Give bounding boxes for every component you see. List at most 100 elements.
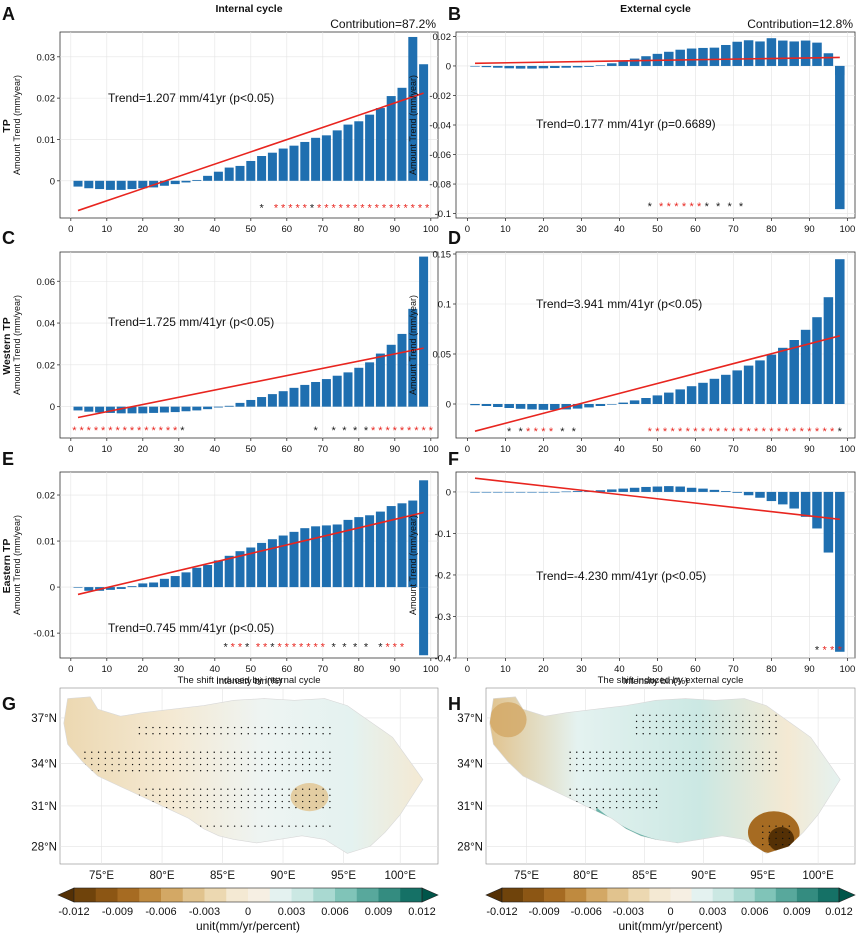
map-panel-g: The shift induced by internal cycle 37°N 3… <box>2 675 439 882</box>
stipple-dot <box>742 751 744 753</box>
stipple-dot <box>281 726 283 729</box>
bar <box>493 491 503 493</box>
contribution-label: Contribution=87.2% <box>330 17 436 31</box>
stipple-dot <box>247 751 249 753</box>
stipple-dot <box>768 751 771 753</box>
x-tick-label: 60 <box>282 664 293 675</box>
bar <box>823 491 834 553</box>
stipple-dot <box>227 770 229 772</box>
bar <box>743 40 754 66</box>
stipple-dot <box>165 757 168 760</box>
stipple-dot <box>261 770 263 772</box>
stipple-dot <box>762 757 764 760</box>
stipple-dot <box>240 763 243 766</box>
stipple-dot <box>728 757 731 760</box>
stipple-dot <box>635 726 638 729</box>
bar <box>84 180 94 189</box>
stipple-dot <box>295 794 297 797</box>
colorbar-swatch <box>586 888 608 902</box>
stipple-dot <box>227 726 229 729</box>
stipple-dot <box>308 770 311 772</box>
stipple-dot <box>609 788 611 790</box>
bar <box>246 160 256 181</box>
stipple-dot <box>308 800 311 803</box>
bar <box>73 406 83 411</box>
significance-star: * <box>708 426 713 438</box>
stipple-dot <box>97 751 100 753</box>
stipple-dot <box>781 843 784 846</box>
significance-star: * <box>659 201 664 213</box>
stipple-dot <box>308 794 311 797</box>
stipple-dot <box>635 714 638 716</box>
stipple-dot <box>669 733 671 735</box>
significance-star: * <box>731 426 736 438</box>
stipple-dot <box>322 794 324 797</box>
stipple-dot <box>227 763 229 766</box>
bar <box>354 517 364 588</box>
stipple-dot <box>735 770 737 772</box>
bar <box>105 406 115 413</box>
stipple-dot <box>615 770 618 772</box>
stipple-dot <box>247 800 249 803</box>
stipple-dot <box>193 800 195 803</box>
bar <box>664 392 674 404</box>
x-tick-label: 0 <box>465 664 470 675</box>
stipple-dot <box>172 726 175 729</box>
bar <box>408 500 418 588</box>
map-title: The shift induced by external cycle <box>598 675 744 686</box>
stipple-dot <box>735 733 737 735</box>
stipple-dot <box>247 770 249 772</box>
y-tick-label: 0.02 <box>37 491 56 502</box>
stipple-dot <box>688 757 691 760</box>
significance-star: * <box>364 425 369 437</box>
stipple-dot <box>629 806 631 809</box>
bar <box>504 404 514 408</box>
x-tick-label: 0 <box>68 664 73 675</box>
stipple-dot <box>762 763 764 766</box>
stipple-dot <box>213 770 215 772</box>
x-tick-label: 70 <box>728 664 739 675</box>
stipple-dot <box>274 825 277 827</box>
bar <box>332 375 342 407</box>
bar <box>213 406 223 408</box>
colorbar-swatch <box>291 888 314 902</box>
stipple-dot <box>669 757 671 760</box>
bar <box>686 487 697 492</box>
stipple-dot <box>138 763 141 766</box>
colorbar-tick-label: -0.009 <box>102 906 133 918</box>
bar <box>343 372 353 407</box>
stipple-dot <box>206 800 209 803</box>
stipple-dot <box>768 825 771 827</box>
bar <box>618 402 628 404</box>
stipple-dot <box>735 714 737 716</box>
stipple-dot <box>722 726 724 729</box>
plot-frame <box>455 471 856 659</box>
panel-letter: B <box>448 4 461 24</box>
x-tick-label: 10 <box>102 664 113 675</box>
stipple-dot <box>213 794 215 797</box>
bar <box>375 353 385 407</box>
colorbar-tick-label: 0.006 <box>321 906 349 918</box>
x-axis-label: Intensity bin(%) <box>216 676 281 687</box>
bar <box>224 555 234 588</box>
stipple-dot <box>247 825 249 827</box>
stipple-dot <box>159 757 161 760</box>
stipple-dot <box>695 733 698 735</box>
significance-star: * <box>331 641 336 653</box>
bar <box>664 51 674 66</box>
stipple-dot <box>165 726 168 729</box>
lat-label: 31°N <box>457 801 483 813</box>
bar <box>300 141 310 181</box>
stipple-dot <box>662 751 664 753</box>
stipple-dot <box>308 757 311 760</box>
bar <box>652 395 663 404</box>
stipple-dot <box>227 806 229 809</box>
bar <box>213 560 223 588</box>
significance-star: * <box>393 425 398 437</box>
stipple-dot <box>629 751 631 753</box>
stipple-dot <box>582 757 585 760</box>
stipple-dot <box>206 763 209 766</box>
stipple-dot <box>649 720 651 723</box>
stipple-dot <box>669 714 671 716</box>
